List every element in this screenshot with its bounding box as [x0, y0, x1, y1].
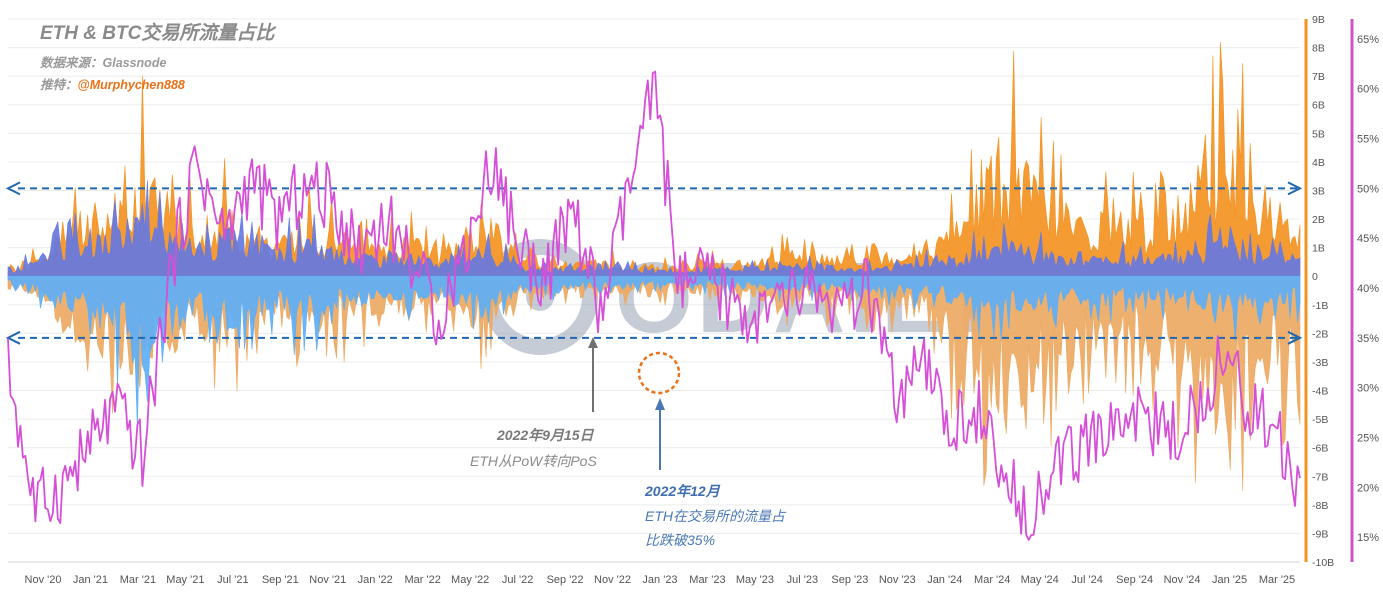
x-tick-label: Jan '24: [927, 574, 962, 586]
x-tick-label: Jan '22: [358, 574, 393, 586]
value-tick-label: -4B: [1312, 386, 1328, 398]
btc-outflow-area: [7, 275, 1301, 430]
twitter-label: 推特：: [40, 78, 78, 92]
value-tick-label: -9B: [1312, 528, 1328, 540]
x-tick-label: Sep '23: [831, 574, 868, 586]
x-tick-label: Mar '25: [1259, 574, 1295, 586]
twitter-line: 推特：@Murphychen888: [40, 74, 185, 93]
dec-text-line1: ETH在交易所的流量占: [645, 508, 785, 524]
x-tick-label: Jan '23: [642, 574, 677, 586]
value-tick-label: -1B: [1312, 300, 1328, 312]
value-tick-label: -7B: [1312, 471, 1328, 483]
merge-date-label: 2022年9月15日: [497, 427, 594, 443]
reference-lines: [5, 181, 1303, 345]
x-tick-label: Jan '21: [73, 574, 108, 586]
x-tick-label: Jan '25: [1212, 574, 1247, 586]
reference-arrow-left: [5, 181, 21, 196]
data-source: 数据来源：Glassnode: [40, 56, 167, 70]
chart-title: ETH & BTC交易所流量占比: [40, 23, 275, 44]
x-tick-label: Jul '21: [217, 574, 248, 586]
x-tick-label: Sep '22: [547, 574, 584, 586]
x-tick-label: Nov '22: [594, 574, 631, 586]
value-tick-label: 0: [1312, 271, 1318, 283]
flow-areas: [7, 41, 1301, 492]
value-tick-label: -10B: [1312, 557, 1334, 569]
share-tick-label: 35%: [1357, 333, 1379, 345]
btc-inflow-area: [7, 180, 1301, 277]
x-tick-label: Mar '21: [120, 574, 156, 586]
value-tick-label: 9B: [1312, 14, 1325, 26]
x-tick-label: May '21: [166, 574, 204, 586]
x-tick-label: Mar '23: [689, 574, 725, 586]
reference-arrow-right: [1287, 181, 1303, 196]
share-tick-label: 20%: [1357, 482, 1379, 494]
x-tick-label: Jul '23: [787, 574, 818, 586]
value-tick-label: -2B: [1312, 328, 1328, 340]
value-tick-label: 7B: [1312, 71, 1325, 83]
share-tick-label: 15%: [1357, 532, 1379, 544]
x-tick-label: Nov '24: [1164, 574, 1201, 586]
dec-highlight-circle: [637, 351, 681, 395]
value-tick-label: -6B: [1312, 443, 1328, 455]
share-tick-label: 30%: [1357, 383, 1379, 395]
share-tick-label: 45%: [1357, 233, 1379, 245]
x-tick-label: May '24: [1021, 574, 1059, 586]
dec-date-label: 2022年12月: [645, 483, 720, 499]
x-tick-label: Jul '22: [502, 574, 533, 586]
x-tick-label: May '22: [451, 574, 489, 586]
value-tick-label: 3B: [1312, 185, 1325, 197]
x-tick-label: Nov '20: [25, 574, 62, 586]
value-tick-label: 6B: [1312, 100, 1325, 112]
share-tick-label: 55%: [1357, 134, 1379, 146]
x-tick-label: May '23: [736, 574, 774, 586]
share-tick-label: 40%: [1357, 283, 1379, 295]
dec-text-line2: 比跌破35%: [645, 532, 716, 548]
value-tick-label: -5B: [1312, 414, 1328, 426]
x-tick-label: Jul '24: [1071, 574, 1102, 586]
value-tick-label: 4B: [1312, 157, 1325, 169]
share-tick-label: 50%: [1357, 183, 1379, 195]
x-tick-label: Sep '24: [1116, 574, 1153, 586]
x-tick-label: Sep '21: [262, 574, 299, 586]
value-tick-label: -3B: [1312, 357, 1328, 369]
x-tick-label: Nov '21: [309, 574, 346, 586]
share-tick-label: 60%: [1357, 84, 1379, 96]
x-tick-label: Mar '24: [974, 574, 1010, 586]
x-tick-label: Mar '22: [405, 574, 441, 586]
value-tick-label: 8B: [1312, 43, 1325, 55]
share-tick-label: 25%: [1357, 432, 1379, 444]
x-tick-label: Nov '23: [879, 574, 916, 586]
share-tick-label: 65%: [1357, 34, 1379, 46]
value-tick-label: 5B: [1312, 128, 1325, 140]
dec-arrow-head: [655, 398, 665, 410]
reference-arrow-left: [5, 330, 21, 345]
merge-text-label: ETH从PoW转向PoS: [470, 453, 597, 469]
axes: 9B 8B 7B 6B 5B 4B 3B 2B 1B 0 -1B -2B -3B -4B -5B -6B -7B…: [25, 14, 1380, 586]
value-tick-label: -8B: [1312, 500, 1328, 512]
annotation-marks: [588, 337, 681, 470]
value-tick-label: 1B: [1312, 243, 1325, 255]
reference-arrow-right: [1287, 330, 1303, 345]
merge-arrow-head: [588, 337, 598, 348]
eth-share-line: [7, 70, 1301, 541]
value-tick-label: 2B: [1312, 214, 1325, 226]
twitter-handle: @Murphychen888: [77, 78, 185, 92]
share-line: [7, 70, 1301, 541]
